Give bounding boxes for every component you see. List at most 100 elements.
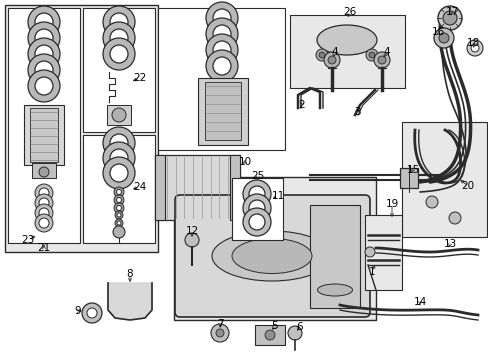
Circle shape [35,45,53,63]
Text: 23: 23 [21,235,35,245]
Circle shape [39,208,49,218]
Circle shape [117,213,121,217]
Circle shape [87,308,97,318]
Circle shape [116,198,121,202]
Circle shape [216,329,224,337]
Text: 14: 14 [412,297,426,307]
Circle shape [28,54,60,86]
Circle shape [184,233,199,247]
Circle shape [260,192,275,208]
Circle shape [373,52,389,68]
Circle shape [39,188,49,198]
Circle shape [35,13,53,31]
Circle shape [103,127,135,159]
Text: 8: 8 [126,269,133,279]
FancyBboxPatch shape [175,195,369,317]
Text: 20: 20 [461,181,473,191]
Bar [83,135,155,243]
Bar [289,15,404,88]
Circle shape [114,195,124,205]
Bar [364,215,401,290]
Bar [24,105,64,165]
Text: 22: 22 [133,73,146,83]
Circle shape [28,38,60,70]
Circle shape [318,52,325,58]
Polygon shape [108,283,152,320]
Bar [8,8,80,243]
Circle shape [287,326,302,340]
Circle shape [103,38,135,70]
Bar [30,108,58,162]
Circle shape [39,198,49,208]
Circle shape [243,208,270,236]
Circle shape [103,142,135,174]
Text: 18: 18 [466,38,479,48]
Circle shape [110,13,128,31]
Circle shape [466,40,482,56]
Circle shape [35,61,53,79]
Circle shape [205,34,238,66]
Bar [83,8,155,132]
Text: 2: 2 [298,100,305,110]
Bar [240,195,280,210]
Bar [229,155,240,220]
Circle shape [248,214,264,230]
Text: 26: 26 [343,7,356,17]
Circle shape [248,186,264,202]
Bar [155,155,164,220]
Circle shape [315,49,327,61]
Circle shape [116,206,121,211]
Bar [155,155,240,220]
Circle shape [110,45,128,63]
Circle shape [113,226,125,238]
Ellipse shape [316,25,376,55]
Circle shape [364,247,374,257]
Circle shape [103,22,135,54]
Text: 17: 17 [445,7,458,17]
Circle shape [205,2,238,34]
Bar [401,122,486,237]
Ellipse shape [231,239,311,274]
Circle shape [365,49,377,61]
Circle shape [377,56,385,64]
Text: 12: 12 [185,226,198,236]
Text: 24: 24 [133,182,146,192]
Circle shape [114,203,124,213]
Text: 16: 16 [430,27,444,37]
Circle shape [213,41,230,59]
Circle shape [243,194,270,222]
Circle shape [35,29,53,47]
Text: 9: 9 [75,306,81,316]
Circle shape [425,196,437,208]
Text: 7: 7 [216,319,223,329]
Circle shape [213,57,230,75]
Circle shape [28,70,60,102]
Circle shape [213,9,230,27]
Circle shape [103,157,135,189]
Circle shape [35,184,53,202]
Text: 10: 10 [238,157,251,167]
Bar [5,5,158,252]
Circle shape [28,22,60,54]
Circle shape [35,204,53,222]
Bar [399,168,417,188]
Circle shape [110,164,128,182]
Circle shape [264,196,271,204]
Circle shape [82,303,102,323]
Text: 21: 21 [37,243,51,253]
Circle shape [110,149,128,167]
Circle shape [116,189,121,194]
Circle shape [438,33,448,43]
Circle shape [243,180,270,208]
Text: 4: 4 [383,47,389,57]
Bar [254,325,285,345]
Circle shape [117,221,121,225]
Ellipse shape [317,284,352,296]
Circle shape [35,194,53,212]
Text: 3: 3 [353,107,360,117]
Text: 1: 1 [368,267,375,277]
Bar [158,8,285,150]
Circle shape [433,28,453,48]
Circle shape [205,50,238,82]
Bar [231,178,283,240]
